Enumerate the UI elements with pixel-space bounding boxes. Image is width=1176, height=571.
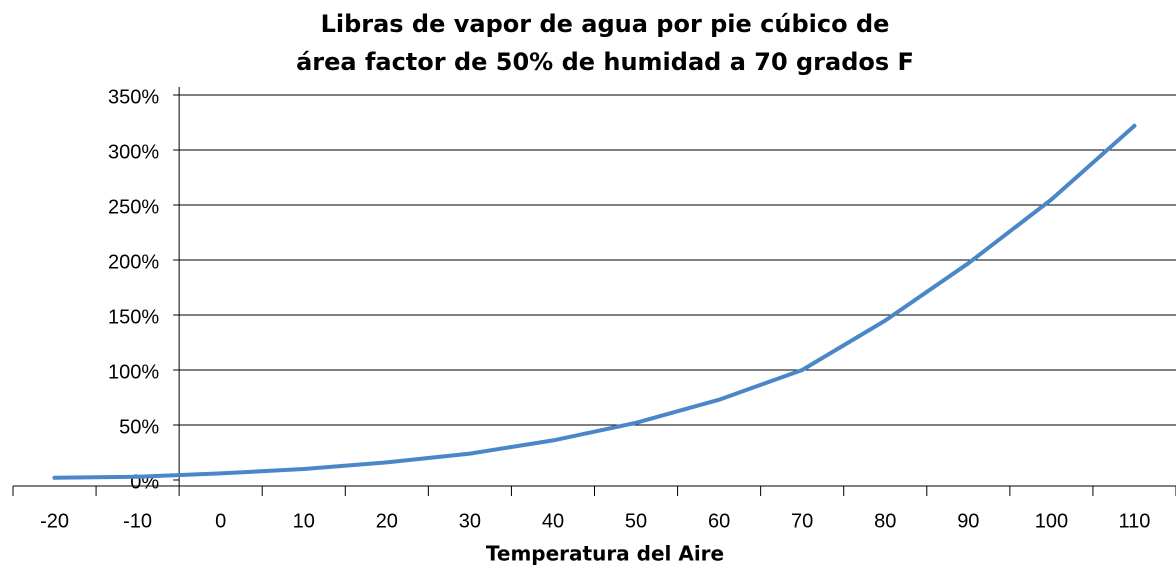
y-tick-label: 300% (108, 141, 159, 163)
x-tick-label: 30 (459, 510, 481, 532)
y-tick-label: 100% (108, 361, 159, 383)
x-tick-label: 10 (293, 510, 315, 532)
chart-title: área factor de 50% de humidad a 70 grado… (296, 48, 914, 76)
x-tick-label: 50 (625, 510, 647, 532)
y-tick-label: 250% (108, 196, 159, 218)
x-tick-label: -10 (123, 510, 152, 532)
x-axis-title: Temperatura del Aire (486, 542, 724, 566)
x-tick-label: 40 (542, 510, 564, 532)
y-tick-label: 200% (108, 251, 159, 273)
x-tick-label: 0 (215, 510, 226, 532)
y-tick-label: 150% (108, 306, 159, 328)
x-tick-label: 90 (957, 510, 979, 532)
x-tick-label: 60 (708, 510, 730, 532)
x-tick-label: 100 (1035, 510, 1068, 532)
x-tick-label: 110 (1119, 510, 1151, 532)
x-tick-label: 70 (791, 510, 813, 532)
x-tick-label: 20 (376, 510, 398, 532)
x-tick-label: 80 (874, 510, 896, 532)
x-tick-label: -20 (40, 510, 69, 532)
series-line (52, 123, 1137, 480)
y-tick-label: 350% (108, 86, 159, 108)
y-tick-label: 50% (119, 416, 159, 438)
chart-title: Libras de vapor de agua por pie cúbico d… (321, 10, 890, 38)
